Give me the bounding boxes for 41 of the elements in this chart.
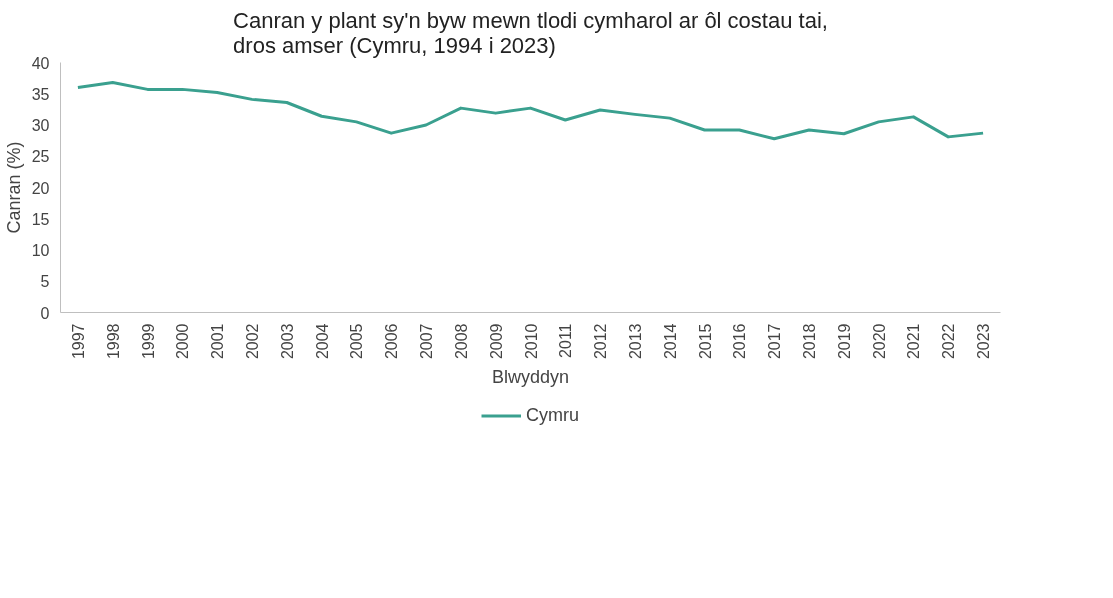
x-tick-label: 1997	[69, 323, 87, 360]
x-tick-label: 2003	[278, 323, 296, 360]
x-tick-label: 2010	[522, 323, 540, 360]
x-tick-label: 1999	[139, 323, 157, 360]
x-tick-label: 2022	[940, 323, 958, 360]
y-tick-label: 10	[31, 242, 50, 259]
x-tick-label: 2017	[766, 323, 784, 360]
x-tick-label: 2009	[487, 323, 505, 360]
y-tick-label: 35	[31, 85, 50, 103]
x-tick-label: 2023	[975, 323, 993, 360]
x-tick-label: 2005	[348, 323, 366, 360]
y-tick-label: 5	[40, 273, 50, 291]
x-tick-label: 1998	[104, 323, 122, 360]
y-tick-label: 0	[40, 304, 50, 322]
y-tick-label: 25	[31, 148, 50, 166]
x-tick-label: 2011	[557, 323, 575, 358]
x-tick-label: 2001	[209, 323, 227, 360]
x-tick-label: 2000	[174, 323, 192, 360]
x-tick-label: 2016	[731, 323, 749, 360]
y-axis-title: Canran (%)	[3, 141, 24, 234]
x-tick-label: 2012	[592, 323, 610, 360]
x-tick-label: 2004	[313, 323, 331, 360]
x-tick-label: 2021	[905, 323, 923, 360]
chart-title: Canran y plant sy'n byw mewn tlodi cymharol ar ôl costau tai, dros amser (Cymru, 1994 i 2023)	[233, 7, 828, 58]
x-tick-label: 2002	[243, 323, 261, 360]
x-tick-label: 2020	[870, 323, 888, 360]
x-tick-label: 2019	[835, 323, 853, 360]
legend-label: Cymru	[526, 404, 579, 426]
y-tick-label: 40	[31, 54, 50, 72]
x-tick-label: 2007	[418, 323, 436, 360]
line-series	[76, 81, 985, 141]
x-axis-title: Blwyddyn	[491, 367, 570, 388]
x-tick-label: 2006	[383, 323, 401, 360]
y-tick-label: 30	[31, 117, 50, 134]
y-tick-label: 20	[31, 179, 50, 197]
y-tick-label: 15	[31, 210, 50, 228]
x-tick-label: 2018	[801, 323, 819, 360]
x-tick-label: 2013	[626, 323, 644, 360]
x-tick-label: 2015	[696, 323, 714, 360]
x-tick-label: 2014	[661, 323, 679, 360]
x-tick-label: 2008	[452, 323, 470, 360]
